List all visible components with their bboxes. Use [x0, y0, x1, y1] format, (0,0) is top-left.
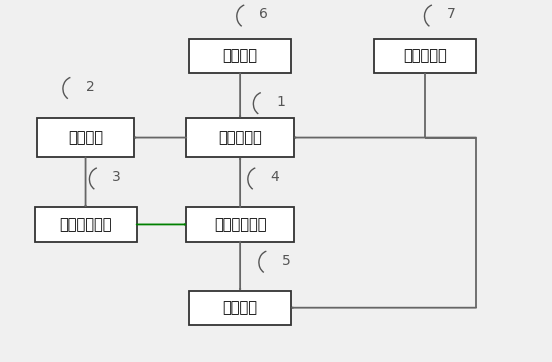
- Text: 5: 5: [282, 254, 290, 268]
- FancyBboxPatch shape: [34, 207, 137, 242]
- FancyBboxPatch shape: [38, 118, 134, 157]
- Text: 数据处理模块: 数据处理模块: [214, 217, 267, 232]
- Text: 化成模块: 化成模块: [68, 130, 103, 145]
- Text: 7: 7: [447, 8, 456, 21]
- Text: 交互模块: 交互模块: [222, 49, 258, 64]
- Text: 主控制模块: 主控制模块: [218, 130, 262, 145]
- Text: 3: 3: [112, 171, 121, 184]
- FancyBboxPatch shape: [189, 39, 291, 73]
- FancyBboxPatch shape: [189, 290, 291, 325]
- Text: 存储模块: 存储模块: [222, 300, 258, 315]
- Text: 6: 6: [259, 8, 268, 21]
- Text: 2: 2: [86, 80, 94, 94]
- Text: 4: 4: [270, 171, 279, 184]
- FancyBboxPatch shape: [187, 207, 294, 242]
- FancyBboxPatch shape: [187, 118, 294, 157]
- Text: 1: 1: [276, 95, 285, 109]
- FancyBboxPatch shape: [374, 39, 476, 73]
- Text: 数据采集模块: 数据采集模块: [59, 217, 112, 232]
- Text: 上位机系统: 上位机系统: [403, 49, 447, 64]
